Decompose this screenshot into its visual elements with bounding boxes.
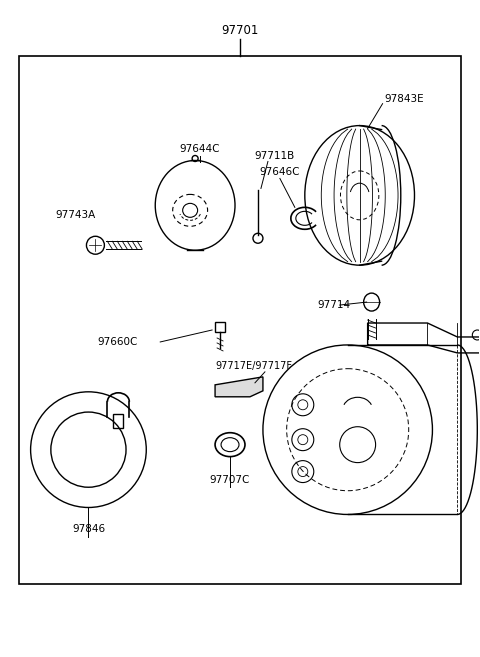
Text: 97717E/97717F: 97717E/97717F — [215, 361, 292, 371]
Bar — [19, 56, 461, 584]
Text: 97846: 97846 — [72, 524, 105, 534]
Text: 97646C: 97646C — [260, 168, 300, 177]
Text: 97644C: 97644C — [180, 143, 220, 154]
Bar — [113, 414, 123, 428]
Polygon shape — [215, 377, 263, 397]
Text: 97843E: 97843E — [384, 94, 424, 104]
Text: 97714: 97714 — [318, 300, 351, 310]
Text: 97711B: 97711B — [255, 150, 295, 160]
Bar — [215, 322, 225, 332]
Text: 97743A: 97743A — [55, 210, 96, 220]
Circle shape — [192, 156, 198, 162]
Text: 97707C: 97707C — [210, 474, 250, 485]
Text: 97701: 97701 — [221, 24, 259, 37]
Text: 97660C: 97660C — [97, 337, 138, 347]
